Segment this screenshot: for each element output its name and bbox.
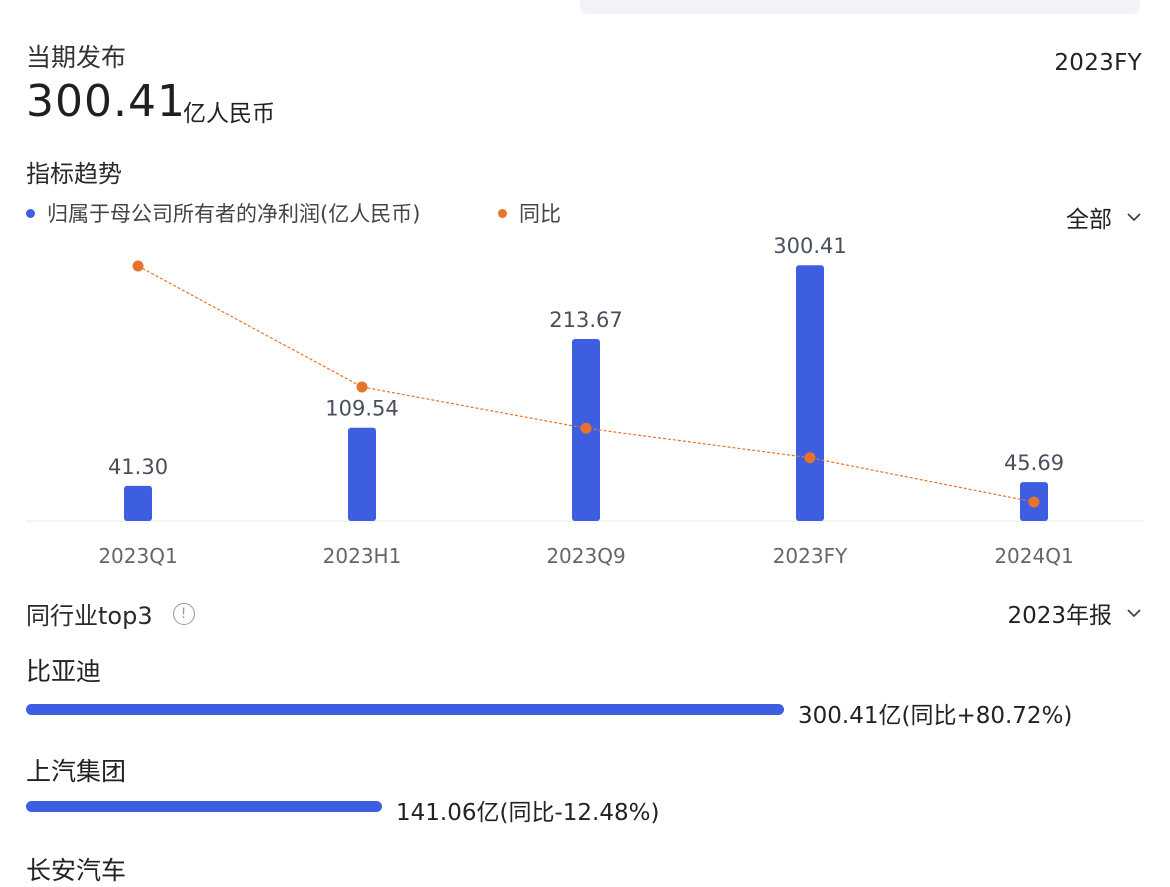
bar-label-2023Q9: 213.67 <box>549 308 622 332</box>
bar-2023Q1 <box>124 485 152 521</box>
trend-filter-dropdown[interactable]: 全部 <box>1066 200 1142 234</box>
period-label: 2023FY <box>1054 50 1142 76</box>
peer-name-1: 比亚迪 <box>26 657 102 686</box>
chevron-down-icon <box>1127 213 1141 222</box>
legend-bar-swatch <box>26 208 35 218</box>
info-icon[interactable]: ! <box>172 602 195 625</box>
yoy-point-2023H1 <box>356 381 368 393</box>
x-tick-2023Q9: 2023Q9 <box>546 544 625 568</box>
yoy-point-2023FY <box>804 452 816 464</box>
x-tick-2023H1: 2023H1 <box>323 544 402 568</box>
peer-bar-1 <box>26 704 784 715</box>
peer-title-label: 同行业top3 <box>26 602 153 630</box>
bar-2023FY <box>796 265 824 521</box>
legend-bar-label: 归属于母公司所有者的净利润(亿人民币) <box>47 202 421 226</box>
peer-value-1: 300.41亿(同比+80.72%) <box>798 703 1073 729</box>
bar-label-2023FY: 300.41 <box>773 234 846 258</box>
trend-chart: 41.30 2023Q1 109.54 2023H1 213.67 2023Q9 300.4… <box>26 234 1144 568</box>
legend-line-label: 同比 <box>519 202 561 226</box>
headline-value: 300.41 <box>26 76 186 127</box>
peer-value-2: 141.06亿(同比-12.48%) <box>396 800 660 826</box>
peer-period-dropdown[interactable]: 2023年报 <box>1007 596 1142 630</box>
bar-2023H1 <box>348 427 376 521</box>
x-tick-2023Q1: 2023Q1 <box>98 544 177 568</box>
legend-item-net-profit: 归属于母公司所有者的净利润(亿人民币) <box>26 198 420 228</box>
trend-title: 指标趋势 <box>26 160 122 188</box>
bar-label-2023Q1: 41.30 <box>108 455 168 479</box>
peer-title: 同行业top3 ! <box>26 596 195 631</box>
peer-name-3: 长安汽车 <box>26 856 127 885</box>
x-tick-2023FY: 2023FY <box>773 544 848 568</box>
bar-label-2023H1: 109.54 <box>325 397 398 421</box>
x-tick-2024Q1: 2024Q1 <box>994 544 1073 568</box>
yoy-point-2024Q1 <box>1028 496 1040 508</box>
chevron-down-icon <box>1127 609 1141 618</box>
yoy-point-2023Q1 <box>132 260 144 272</box>
bar-label-2024Q1: 45.69 <box>1004 451 1064 475</box>
peer-bar-2 <box>26 801 382 812</box>
trend-filter-label: 全部 <box>1066 207 1112 233</box>
peer-period-label: 2023年报 <box>1007 603 1112 629</box>
legend-line-swatch <box>498 208 507 218</box>
legend-item-yoy: 同比 <box>498 198 561 228</box>
yoy-point-2023Q9 <box>580 422 592 434</box>
headline-unit: 亿人民币 <box>183 101 275 127</box>
section-title: 当期发布 <box>26 43 127 72</box>
top-edge-panel <box>580 0 1140 14</box>
peer-name-2: 上汽集团 <box>26 757 127 786</box>
